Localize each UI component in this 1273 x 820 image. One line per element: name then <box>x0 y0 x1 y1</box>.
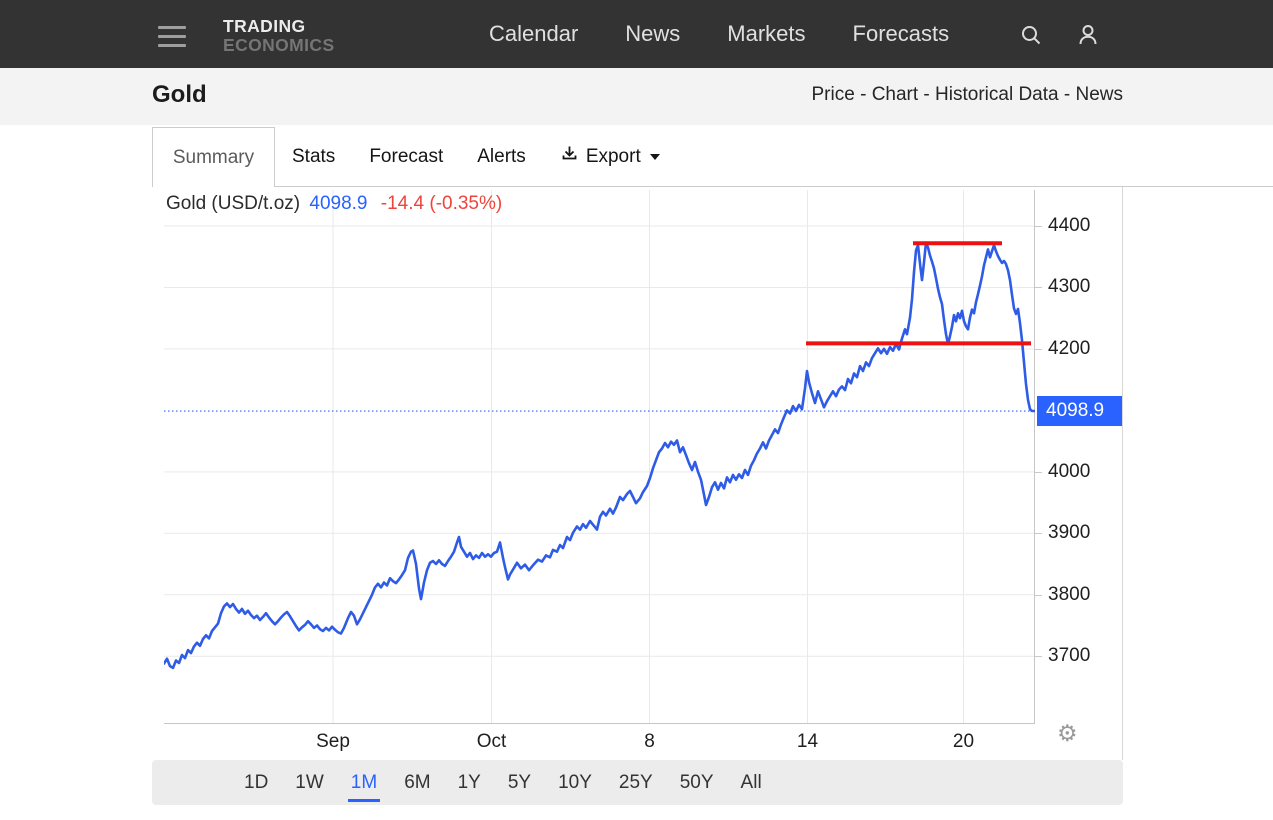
chart-region: Gold (USD/t.oz) 4098.9 -14.4 (-0.35%) 40… <box>152 187 1123 760</box>
logo-line1: TRADING <box>223 16 306 36</box>
breadcrumb-subnav: Price - Chart - Historical Data - News <box>812 84 1124 106</box>
nav-link-news[interactable]: News <box>625 21 681 46</box>
logo-line2: ECONOMICS <box>223 35 335 55</box>
navbar-links: Calendar News Markets Forecasts <box>489 0 949 68</box>
timeframe-bar: 1D 1W 1M 6M 1Y 5Y 10Y 25Y 50Y All <box>152 760 1123 805</box>
tab-stats[interactable]: Stats <box>292 145 336 167</box>
timeframe-50y[interactable]: 50Y <box>679 771 714 793</box>
timeframe-1w[interactable]: 1W <box>295 771 324 793</box>
gear-icon[interactable]: ⚙ <box>1057 720 1078 746</box>
subnav-separator: - <box>918 84 936 105</box>
timeframe-6m[interactable]: 6M <box>404 771 431 793</box>
chart-widget: Gold (USD/t.oz) 4098.9 -14.4 (-0.35%) 40… <box>152 187 1123 806</box>
subnav-link-chart[interactable]: Chart <box>871 84 919 105</box>
timeframe-25y[interactable]: 25Y <box>618 771 653 793</box>
site-logo[interactable]: TRADING ECONOMICS <box>223 17 335 54</box>
page-header: Gold Price - Chart - Historical Data - N… <box>0 68 1273 125</box>
tab-forecast[interactable]: Forecast <box>369 145 444 167</box>
y-axis-tick <box>1035 656 1042 658</box>
y-axis-tick <box>1035 226 1042 227</box>
timeframe-1d[interactable]: 1D <box>244 771 269 793</box>
y-axis-label-3700: 3700 <box>1048 645 1091 667</box>
chart-legend: Gold (USD/t.oz) 4098.9 -14.4 (-0.35%) <box>166 193 502 215</box>
y-axis-tick <box>1035 471 1042 473</box>
subnav-link-news[interactable]: News <box>1075 84 1123 105</box>
y-axis-label-4000: 4000 <box>1048 460 1091 482</box>
timeframe-1y[interactable]: 1Y <box>457 771 481 793</box>
y-axis-tick <box>1035 348 1042 350</box>
tab-list: Stats Forecast Alerts Export <box>275 127 677 186</box>
user-icon[interactable] <box>1076 23 1100 47</box>
chart-canvas[interactable] <box>164 190 1035 724</box>
current-price-tag: 4098.9 <box>1037 396 1122 427</box>
x-axis-label-20: 20 <box>952 731 975 752</box>
legend-change: -14.4 (-0.35%) <box>380 193 503 214</box>
legend-last-price: 4098.9 <box>309 193 368 214</box>
download-icon <box>560 144 579 169</box>
timeframe-1m[interactable]: 1M <box>347 771 381 802</box>
x-axis-label-oct: Oct <box>476 731 507 752</box>
timeframe-5y[interactable]: 5Y <box>507 771 532 793</box>
y-axis-tick <box>1035 594 1042 596</box>
subnav-separator: - <box>1058 84 1076 105</box>
export-label: Export <box>585 145 641 167</box>
y-axis-tick <box>1035 533 1042 535</box>
tab-alerts[interactable]: Alerts <box>477 145 526 167</box>
y-axis-label-4400: 4400 <box>1048 215 1091 236</box>
subnav-separator: - <box>854 84 872 105</box>
y-axis-tick <box>1035 287 1042 289</box>
tab-bar: Summary Stats Forecast Alerts Export <box>0 125 1273 187</box>
subnav-link-price[interactable]: Price <box>811 84 855 105</box>
timeframe-10y[interactable]: 10Y <box>558 771 592 793</box>
nav-link-forecasts[interactable]: Forecasts <box>852 21 950 46</box>
legend-series-name: Gold (USD/t.oz) <box>166 193 301 214</box>
gold-price-line <box>164 241 1035 670</box>
nav-link-calendar[interactable]: Calendar <box>489 21 579 46</box>
price-chart-plot[interactable] <box>164 190 1035 724</box>
tab-bar-divider <box>275 186 1273 187</box>
x-axis-label-14: 14 <box>796 731 819 752</box>
x-axis-label-8: 8 <box>644 731 655 752</box>
page-title: Gold <box>152 81 207 108</box>
subnav-link-historical-data[interactable]: Historical Data <box>935 84 1059 105</box>
timeframe-all[interactable]: All <box>740 771 762 793</box>
y-axis-label-4200: 4200 <box>1048 337 1091 359</box>
y-axis-label-3900: 3900 <box>1048 522 1091 544</box>
chevron-down-icon <box>649 153 660 160</box>
y-axis-label-4300: 4300 <box>1048 276 1091 298</box>
export-button[interactable]: Export <box>543 144 677 169</box>
tab-summary[interactable]: Summary <box>152 127 275 187</box>
x-axis-label-sep: Sep <box>316 731 350 752</box>
hamburger-menu-icon[interactable] <box>158 26 186 47</box>
y-axis-label-3800: 3800 <box>1048 583 1091 605</box>
top-navbar: TRADING ECONOMICS Calendar News Markets For… <box>0 0 1273 68</box>
nav-link-markets[interactable]: Markets <box>727 21 806 46</box>
search-icon[interactable] <box>1019 23 1043 47</box>
